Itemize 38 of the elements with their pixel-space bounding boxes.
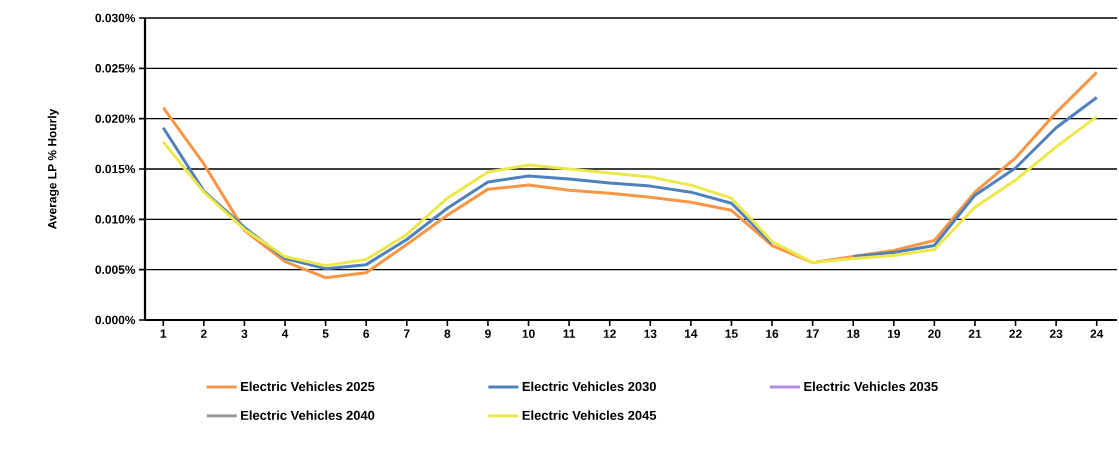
legend-label: Electric Vehicles 2025 bbox=[241, 381, 375, 392]
x-tick-label: 22 bbox=[1009, 329, 1022, 338]
x-tick-label: 24 bbox=[1090, 329, 1104, 338]
x-tick-label: 21 bbox=[968, 329, 982, 338]
x-tick-label: 15 bbox=[725, 329, 738, 338]
legend-label: Electric Vehicles 2040 bbox=[241, 410, 375, 420]
y-axis-title: Average LP % Hourly bbox=[47, 108, 59, 229]
x-tick-label: 18 bbox=[847, 329, 860, 338]
legend-label: Electric Vehicles 2045 bbox=[522, 410, 657, 420]
y-tick-label: 0.000% bbox=[95, 315, 136, 325]
legend-label: Electric Vehicles 2035 bbox=[804, 381, 938, 392]
x-tick-label: 1 bbox=[160, 329, 167, 338]
x-tick-label: 5 bbox=[322, 329, 329, 338]
x-tick-label: 20 bbox=[928, 329, 941, 338]
x-tick-label: 13 bbox=[644, 329, 657, 339]
x-tick-label: 23 bbox=[1049, 329, 1063, 339]
x-tick-label: 14 bbox=[684, 329, 698, 338]
y-tick-label: 0.005% bbox=[95, 265, 136, 274]
y-tick-label: 0.020% bbox=[95, 114, 136, 123]
x-tick-label: 6 bbox=[363, 329, 370, 338]
x-tick-label: 9 bbox=[485, 329, 491, 338]
x-tick-label: 2 bbox=[200, 329, 207, 338]
x-tick-label: 8 bbox=[444, 329, 451, 338]
line-series bbox=[161, 70, 1099, 280]
y-tick-label: 0.025% bbox=[95, 64, 136, 73]
x-tick-label: 16 bbox=[766, 329, 779, 338]
x-tick-label: 7 bbox=[403, 329, 410, 338]
x-tick-label: 4 bbox=[281, 329, 289, 338]
y-tick-label: 0.015% bbox=[95, 164, 136, 174]
x-tick-label: 11 bbox=[563, 329, 576, 338]
x-tick-label: 17 bbox=[806, 329, 819, 338]
y-tick-label: 0.030% bbox=[95, 13, 136, 23]
x-tick-label: 10 bbox=[522, 329, 535, 338]
x-tick-label: 3 bbox=[241, 329, 248, 339]
x-tick-label: 19 bbox=[887, 329, 900, 338]
x-tick-label: 12 bbox=[603, 329, 616, 338]
legend-label: Electric Vehicles 2030 bbox=[522, 381, 656, 392]
y-tick-label: 0.010% bbox=[95, 215, 136, 224]
